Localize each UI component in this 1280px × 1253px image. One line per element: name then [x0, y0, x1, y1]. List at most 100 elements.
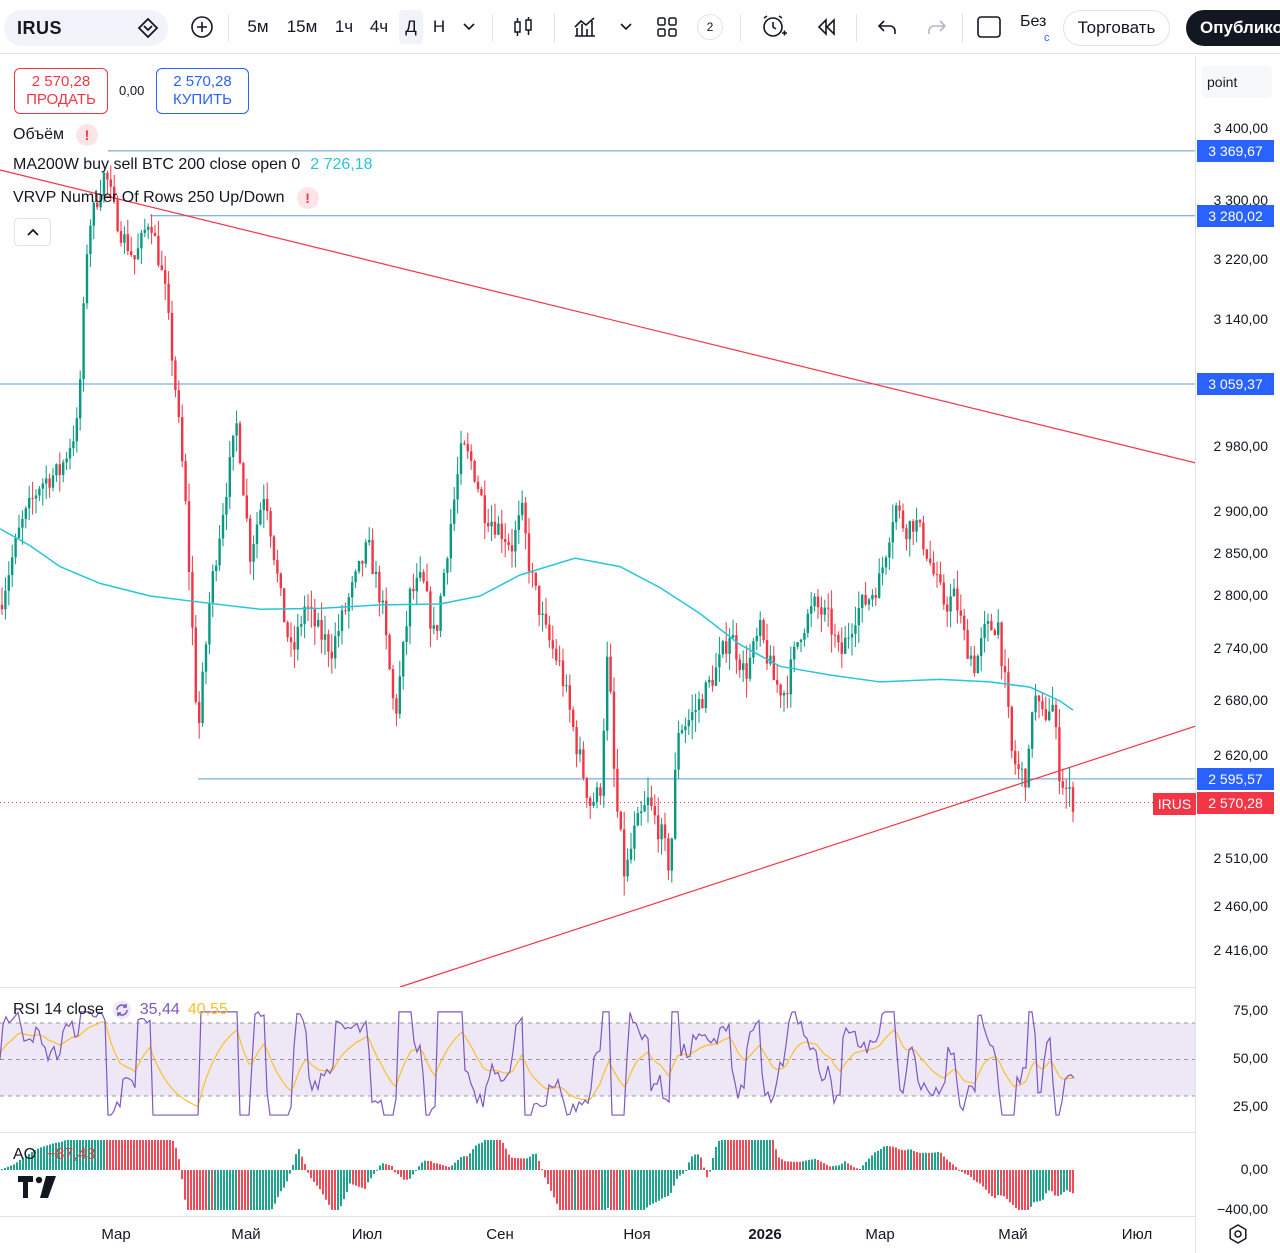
refresh-icon[interactable] — [112, 1000, 132, 1020]
candle-body — [334, 636, 337, 659]
candle-body — [714, 667, 718, 686]
candle-body — [96, 202, 99, 208]
candle-body — [663, 824, 667, 839]
alert-clock-icon[interactable] — [756, 10, 792, 44]
level-price-tag[interactable]: 3 280,02 — [1197, 204, 1274, 227]
timeframe-4h[interactable]: 4ч — [369, 17, 389, 36]
candle-body — [364, 542, 367, 564]
undo-icon[interactable] — [872, 10, 902, 44]
level-price-tag[interactable]: 2 595,57 — [1197, 767, 1274, 790]
timeframe-dropdown-chevron-icon[interactable] — [458, 10, 480, 44]
ao-histogram-bar — [514, 1157, 516, 1170]
ao-histogram-bar — [403, 1170, 405, 1180]
candle-body — [344, 610, 347, 612]
pane-divider[interactable] — [0, 1132, 1280, 1133]
redo-icon[interactable] — [922, 10, 952, 44]
ao-histogram-bar — [391, 1165, 393, 1170]
tradingview-logo-icon[interactable] — [18, 1176, 58, 1198]
ao-histogram-bar — [538, 1160, 540, 1170]
ao-histogram-bar — [721, 1140, 723, 1170]
ao-histogram-bar — [1, 1169, 3, 1171]
level-price-tag[interactable]: 3 369,67 — [1197, 139, 1274, 162]
replay-rewind-icon[interactable] — [810, 10, 842, 44]
ao-histogram-bar — [259, 1170, 261, 1210]
no-label-sub: с — [1044, 32, 1050, 44]
timeframe-day[interactable]: Д — [399, 10, 423, 44]
candle-body — [963, 615, 966, 630]
candle-body — [147, 226, 150, 230]
ao-histogram-bar — [760, 1140, 762, 1170]
candle-body — [14, 537, 17, 558]
candle-body — [534, 572, 537, 586]
candle-body — [1024, 768, 1027, 788]
candle-body — [905, 528, 908, 540]
indicators-dropdown-chevron-icon[interactable] — [616, 10, 636, 44]
rsi-legend[interactable]: RSI 14 close 35,44 40,55 — [13, 1000, 228, 1020]
indicators-icon[interactable] — [568, 10, 602, 44]
chart-canvas[interactable] — [0, 56, 1196, 1253]
timeframe-5m[interactable]: 5м — [247, 17, 269, 36]
ao-histogram-bar — [946, 1159, 948, 1170]
pane-divider[interactable] — [0, 987, 1280, 988]
fullscreen-square-icon[interactable] — [972, 10, 1006, 44]
candle-body — [1020, 768, 1024, 770]
candle-body — [762, 620, 765, 641]
ao-histogram-bar — [952, 1164, 954, 1170]
buy-button[interactable]: 2 570,28 КУПИТЬ — [156, 68, 249, 114]
layout-grid-icon[interactable] — [650, 10, 684, 44]
price-axis[interactable]: point 3 400,00 3 300,00 3 220,00 3 140,00 2 … — [1195, 56, 1280, 1253]
timeframe-15m[interactable]: 15м — [286, 17, 318, 36]
vrvp-warning-icon[interactable]: ! — [296, 187, 319, 209]
trade-button[interactable]: Торговать — [1063, 10, 1170, 46]
ao-histogram-bar — [136, 1140, 138, 1170]
ao-histogram-bar — [1057, 1170, 1059, 1196]
candle-body — [160, 265, 163, 271]
ao-legend[interactable]: AO −87,43 — [13, 1146, 96, 1164]
ao-histogram-bar — [256, 1170, 258, 1210]
candle-body — [582, 749, 585, 778]
candle-body — [194, 627, 197, 702]
ao-histogram-bar — [970, 1170, 972, 1177]
candle-body — [701, 699, 704, 709]
volume-warning-icon[interactable]: ! — [75, 124, 98, 146]
ao-histogram-bar — [1036, 1170, 1038, 1202]
candle-body — [1058, 727, 1061, 782]
ao-histogram-bar — [268, 1170, 270, 1210]
add-symbol-icon[interactable] — [186, 10, 218, 44]
level-price-tag[interactable]: 3 059,37 — [1197, 373, 1274, 395]
gear-icon[interactable] — [1228, 1224, 1248, 1244]
sell-button[interactable]: 2 570,28 ПРОДАТЬ — [14, 68, 108, 114]
candle-body — [687, 720, 690, 727]
collapse-legend-button[interactable] — [14, 218, 51, 246]
ao-histogram-bar — [214, 1170, 216, 1210]
ao-histogram-bar — [10, 1165, 12, 1170]
candle-body — [1003, 666, 1007, 673]
sell-label: ПРОДАТЬ — [26, 91, 96, 108]
layout-count-badge[interactable]: 2 — [696, 10, 724, 44]
candles-chart-type-icon[interactable] — [506, 10, 540, 44]
ao-histogram-bar — [349, 1170, 351, 1184]
no-label[interactable]: Без — [1020, 13, 1047, 30]
ao-histogram-bar — [1063, 1170, 1065, 1193]
timeframe-1h[interactable]: 1ч — [334, 17, 354, 36]
exchange-diamond-icon[interactable] — [136, 16, 160, 40]
vrvp-legend[interactable]: VRVP Number Of Rows 250 Up/Down ! — [13, 187, 319, 209]
candle-body — [330, 651, 333, 659]
price-unit-selector[interactable]: point — [1202, 66, 1272, 98]
candle-body — [912, 521, 915, 532]
publish-button[interactable]: Опублико — [1186, 10, 1280, 46]
ao-histogram-bar — [43, 1146, 45, 1170]
symbol-search[interactable]: IRUS — [4, 10, 168, 46]
ao-histogram-bar — [235, 1170, 237, 1210]
chart-area[interactable]: 2 570,28 ПРОДАТЬ 0,00 2 570,28 КУПИТЬ Об… — [0, 56, 1280, 1253]
ma-legend[interactable]: MA200W buy sell BTC 200 close open 0 2 7… — [13, 156, 373, 174]
candle-body — [79, 379, 82, 419]
ao-histogram-bar — [25, 1155, 27, 1170]
volume-legend[interactable]: Объём ! — [13, 124, 98, 146]
candle-body — [1054, 704, 1058, 728]
ao-histogram-bar — [178, 1159, 180, 1170]
support-trend-line — [399, 725, 1196, 988]
ao-histogram-bar — [808, 1159, 810, 1170]
time-tick-label: 2026 — [748, 1226, 782, 1243]
timeframe-week[interactable]: Н — [432, 17, 446, 36]
